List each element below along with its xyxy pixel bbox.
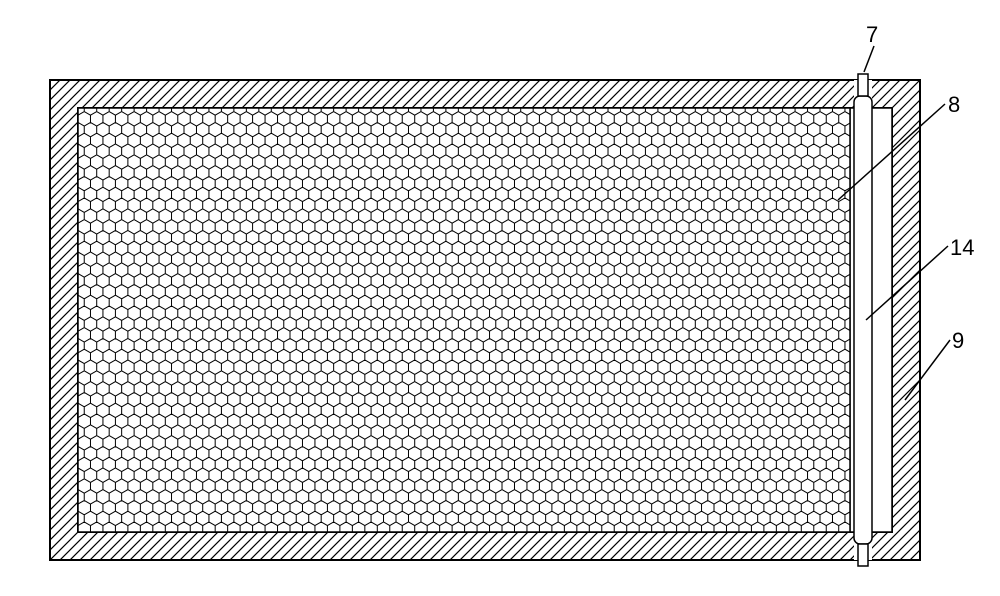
- tube-stub-top: [858, 74, 868, 96]
- leader-7: [864, 46, 874, 72]
- callout-8: 8: [948, 92, 960, 118]
- drawing-svg: [0, 0, 1000, 596]
- callout-7: 7: [866, 22, 878, 48]
- tube-body: [854, 96, 872, 544]
- tube-stub-bottom: [858, 544, 868, 566]
- callout-9: 9: [952, 328, 964, 354]
- honeycomb-mesh: [59, 90, 876, 558]
- diagram-root: 7 8 14 9: [0, 0, 1000, 596]
- callout-14: 14: [950, 235, 974, 261]
